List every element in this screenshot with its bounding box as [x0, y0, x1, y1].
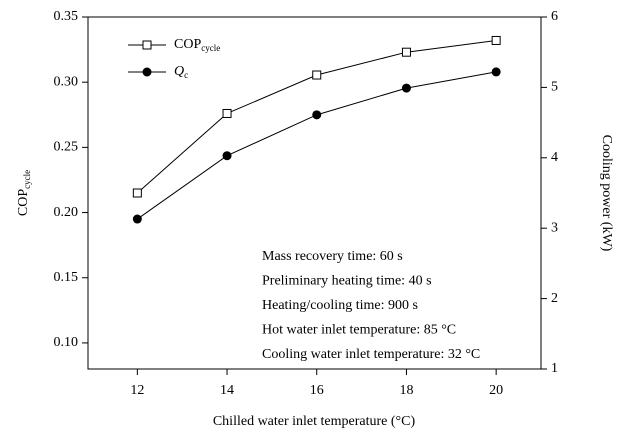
- y-tick-label: 0.35: [54, 9, 79, 24]
- marker: [132, 214, 142, 224]
- marker: [222, 108, 232, 118]
- y2-tick-label: 4: [551, 150, 558, 165]
- legend-marker: [142, 67, 152, 77]
- annotation: Heating/cooling time: 900 s: [262, 298, 418, 313]
- y-tick-label: 0.10: [54, 335, 79, 350]
- x-tick-label: 12: [130, 383, 144, 398]
- y2-tick-label: 6: [551, 9, 558, 24]
- x-tick-label: 14: [220, 383, 234, 398]
- annotation: Cooling water inlet temperature: 32 °C: [262, 347, 480, 362]
- y-label-main: COP: [16, 189, 31, 216]
- x-tick-label: 18: [399, 383, 413, 398]
- legend-label: Qc: [174, 64, 188, 80]
- y2-tick-label: 2: [551, 291, 558, 306]
- marker: [491, 67, 501, 77]
- y-label-sub: cycle: [22, 170, 32, 189]
- y2-axis-label: Cooling power (kW): [599, 135, 614, 252]
- marker: [312, 70, 322, 80]
- y2-tick-label: 5: [551, 80, 558, 95]
- x-tick-label: 20: [489, 383, 503, 398]
- legend-name: COP: [174, 37, 201, 52]
- y-tick-label: 0.20: [54, 205, 79, 220]
- y-axis-label: COPcycle: [16, 170, 32, 216]
- legend-name: Q: [174, 64, 184, 79]
- marker: [491, 35, 501, 45]
- y-tick-label: 0.15: [54, 270, 79, 285]
- legend-sub: cycle: [201, 43, 220, 53]
- marker: [132, 188, 142, 198]
- y2-tick-label: 1: [551, 361, 558, 376]
- annotation: Preliminary heating time: 40 s: [262, 274, 432, 289]
- legend-label: COPcycle: [174, 37, 220, 53]
- marker: [312, 110, 322, 120]
- plot-frame: [87, 16, 542, 370]
- annotation: Hot water inlet temperature: 85 °C: [262, 323, 456, 338]
- x-tick-label: 16: [310, 383, 324, 398]
- annotation: Mass recovery time: 60 s: [262, 249, 403, 264]
- x-axis-label: Chilled water inlet temperature (°C): [213, 414, 416, 429]
- marker: [222, 151, 232, 161]
- y-tick-label: 0.30: [54, 74, 79, 89]
- marker: [401, 83, 411, 93]
- legend-marker: [142, 40, 152, 50]
- marker: [401, 47, 411, 57]
- y-tick-label: 0.25: [54, 140, 79, 155]
- y2-tick-label: 3: [551, 220, 558, 235]
- legend-sub: c: [184, 70, 188, 80]
